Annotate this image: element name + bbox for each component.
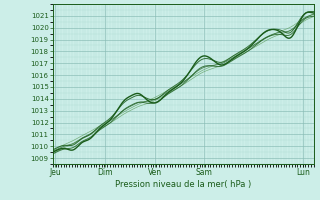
X-axis label: Pression niveau de la mer( hPa ): Pression niveau de la mer( hPa ) <box>115 180 251 189</box>
